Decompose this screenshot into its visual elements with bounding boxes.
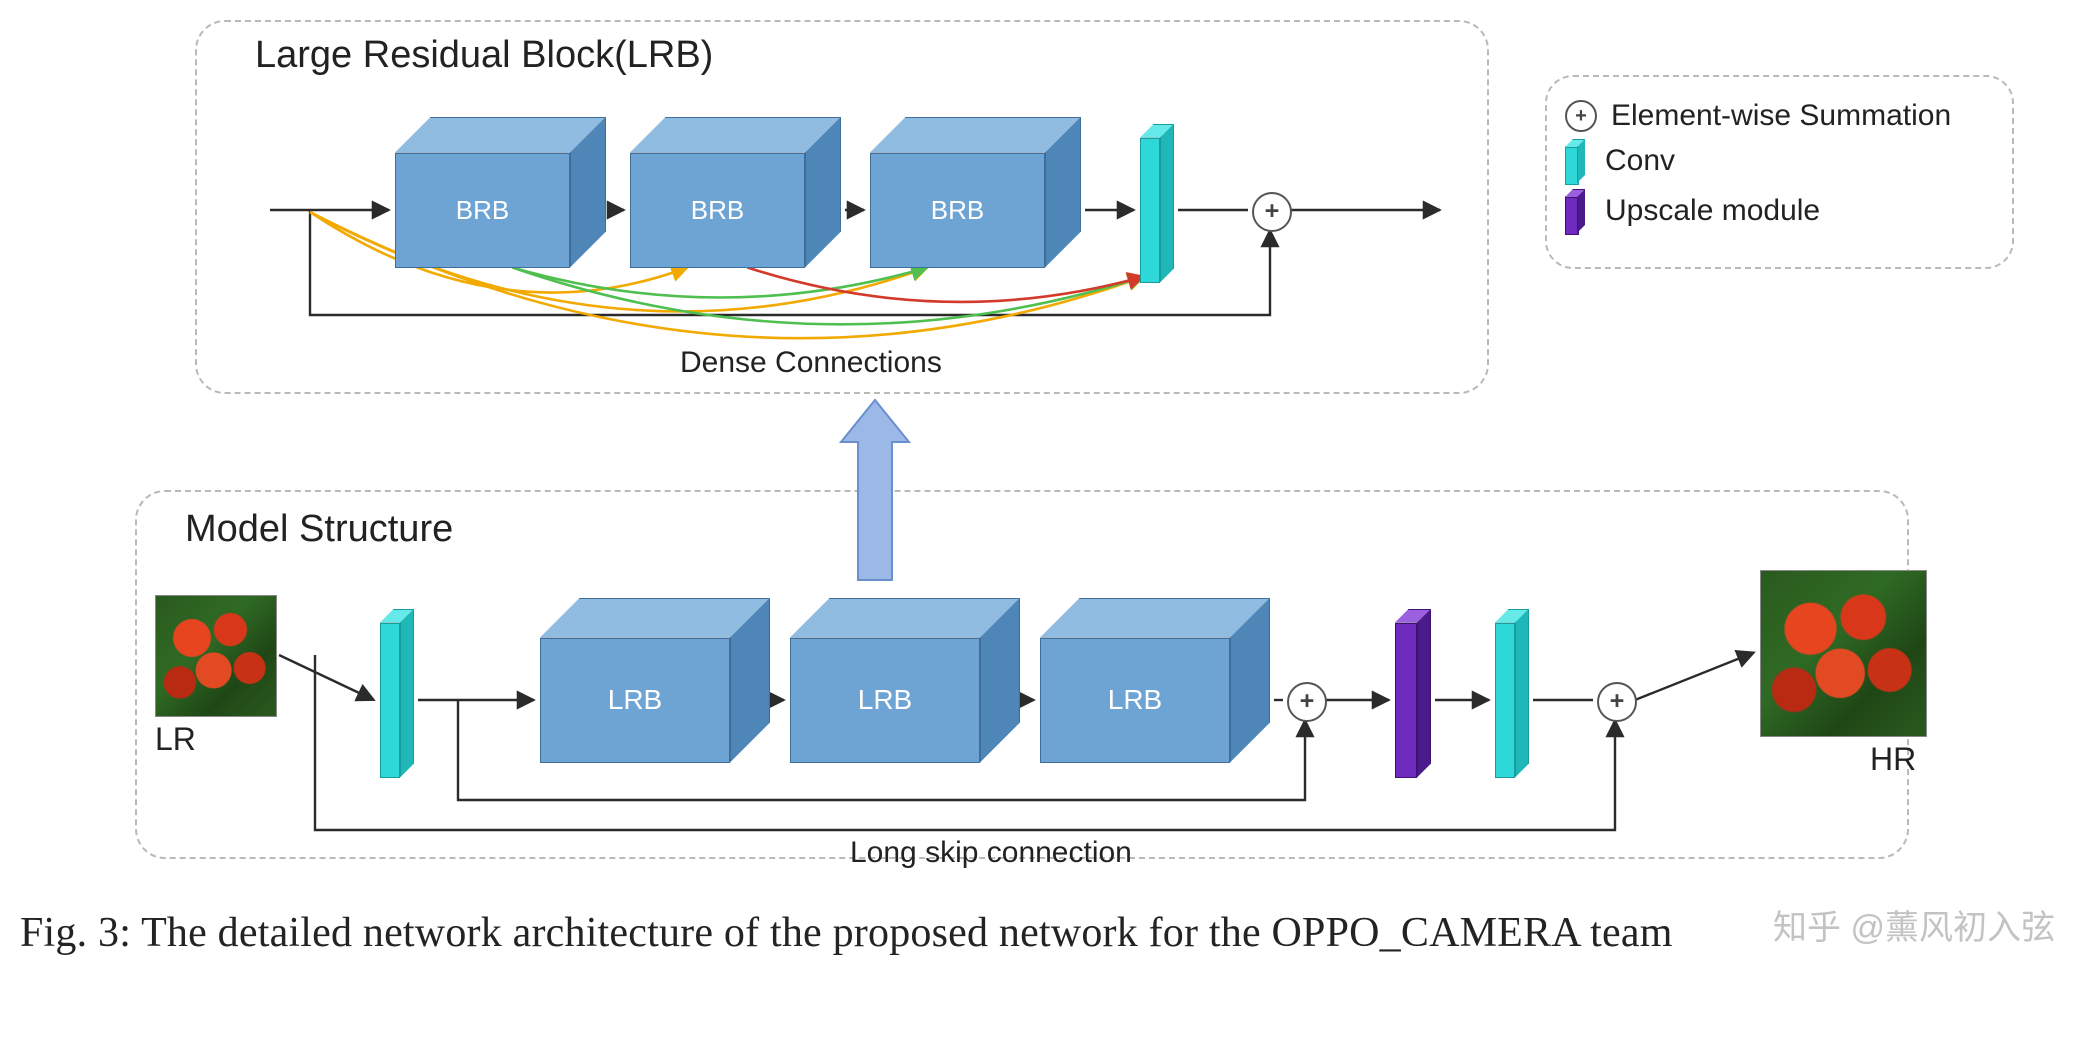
brb-block: BRB: [395, 117, 606, 268]
legend-row: + Element-wise Summation: [1565, 99, 1990, 133]
dense-label: Dense Connections: [680, 346, 942, 380]
brb-block: BRB: [630, 117, 841, 268]
caption-body: The detailed network architecture of the…: [141, 910, 1673, 956]
sum-node: +: [1287, 682, 1327, 722]
lrb-title: Large Residual Block(LRB): [255, 34, 713, 77]
legend: + Element-wise Summation Conv Upscale modul…: [1565, 93, 1990, 239]
output-image: [1760, 570, 1927, 737]
legend-label: Conv: [1605, 144, 1675, 178]
conv-slab: [380, 609, 414, 778]
upscale-slab: [1395, 609, 1431, 778]
legend-row: Conv: [1565, 139, 1990, 183]
lrb-block: LRB: [1040, 598, 1270, 763]
sum-node: +: [1597, 682, 1637, 722]
upscale-icon: [1565, 189, 1591, 233]
conv-slab: [1495, 609, 1529, 778]
lrb-block: LRB: [790, 598, 1020, 763]
caption-prefix: Fig. 3:: [20, 910, 131, 956]
input-image: [155, 595, 277, 717]
input-label: LR: [155, 721, 196, 758]
conv-icon: [1565, 139, 1591, 183]
brb-block: BRB: [870, 117, 1081, 268]
long-skip-label: Long skip connection: [850, 836, 1132, 870]
sum-icon: +: [1565, 100, 1597, 132]
figure-caption: Fig. 3: The detailed network architectur…: [20, 905, 2070, 962]
sum-node: +: [1252, 192, 1292, 232]
legend-label: Element-wise Summation: [1611, 99, 1951, 133]
model-title: Model Structure: [185, 508, 453, 551]
lrb-block: LRB: [540, 598, 770, 763]
output-label: HR: [1870, 741, 1916, 778]
conv-slab: [1140, 124, 1174, 283]
legend-row: Upscale module: [1565, 189, 1990, 233]
legend-label: Upscale module: [1605, 194, 1820, 228]
